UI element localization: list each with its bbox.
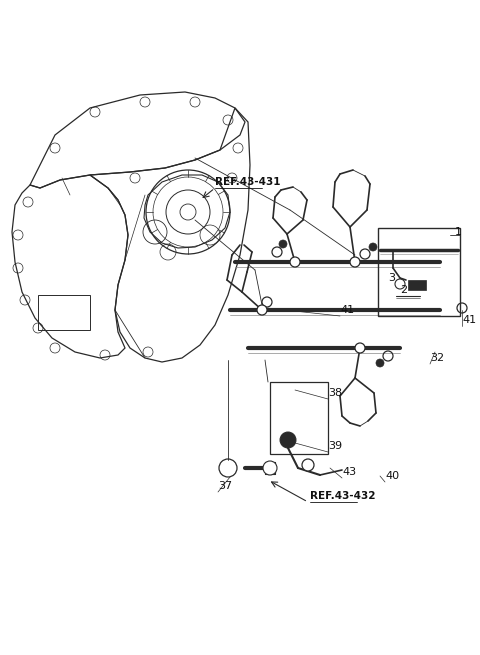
Text: REF.43-431: REF.43-431 (215, 177, 280, 187)
Bar (38, 295, 90, 330)
Bar (270, 382, 328, 454)
Text: 2: 2 (400, 285, 407, 295)
Text: 3: 3 (388, 273, 395, 283)
Circle shape (280, 432, 296, 448)
Text: REF.43-432: REF.43-432 (310, 491, 375, 501)
Text: 43: 43 (342, 467, 356, 477)
Text: 1: 1 (455, 227, 462, 237)
Circle shape (302, 459, 314, 471)
Circle shape (350, 257, 360, 267)
Circle shape (257, 305, 267, 315)
Text: 32: 32 (430, 353, 444, 363)
Text: 41: 41 (462, 315, 476, 325)
Text: 41: 41 (340, 305, 354, 315)
Bar (378, 228, 460, 316)
Circle shape (290, 257, 300, 267)
Bar (408, 280, 426, 290)
Text: 38: 38 (328, 388, 342, 398)
Circle shape (376, 359, 384, 367)
Circle shape (263, 461, 277, 475)
Circle shape (369, 243, 377, 251)
Text: 39: 39 (328, 441, 342, 451)
Circle shape (355, 343, 365, 353)
Text: 40: 40 (385, 471, 399, 481)
Text: 37: 37 (218, 481, 232, 491)
Circle shape (279, 240, 287, 248)
